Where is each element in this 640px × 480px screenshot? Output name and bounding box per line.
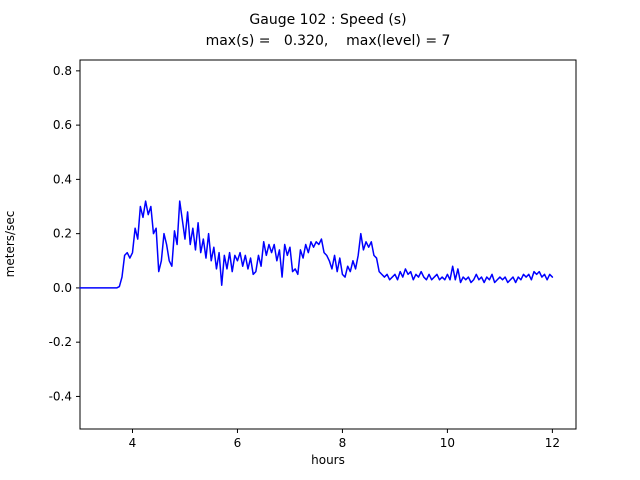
x-tick-label: 6 bbox=[234, 436, 242, 450]
chart-subtitle: max(s) = 0.320, max(level) = 7 bbox=[205, 33, 451, 49]
chart-title-block: Gauge 102 : Speed (s) max(s) = 0.320, ma… bbox=[80, 10, 576, 52]
y-tick-label: 0.0 bbox=[53, 281, 72, 295]
x-axis-label: hours bbox=[311, 453, 345, 467]
x-tick-label: 4 bbox=[129, 436, 137, 450]
y-tick-label: -0.4 bbox=[49, 389, 72, 403]
y-tick-label: 0.6 bbox=[53, 118, 72, 132]
chart-title: Gauge 102 : Speed (s) bbox=[249, 12, 407, 28]
speed-line bbox=[79, 200, 554, 289]
y-tick-label: 0.8 bbox=[53, 64, 72, 78]
x-tick-label: 12 bbox=[545, 436, 560, 450]
y-tick-label: 0.2 bbox=[53, 227, 72, 241]
x-tick-label: 8 bbox=[339, 436, 347, 450]
axes-frame bbox=[79, 59, 577, 430]
y-tick-label: -0.2 bbox=[49, 335, 72, 349]
y-tick-label: 0.4 bbox=[53, 172, 72, 186]
x-tick-label: 10 bbox=[440, 436, 455, 450]
y-axis-label: meters/sec bbox=[3, 210, 17, 278]
